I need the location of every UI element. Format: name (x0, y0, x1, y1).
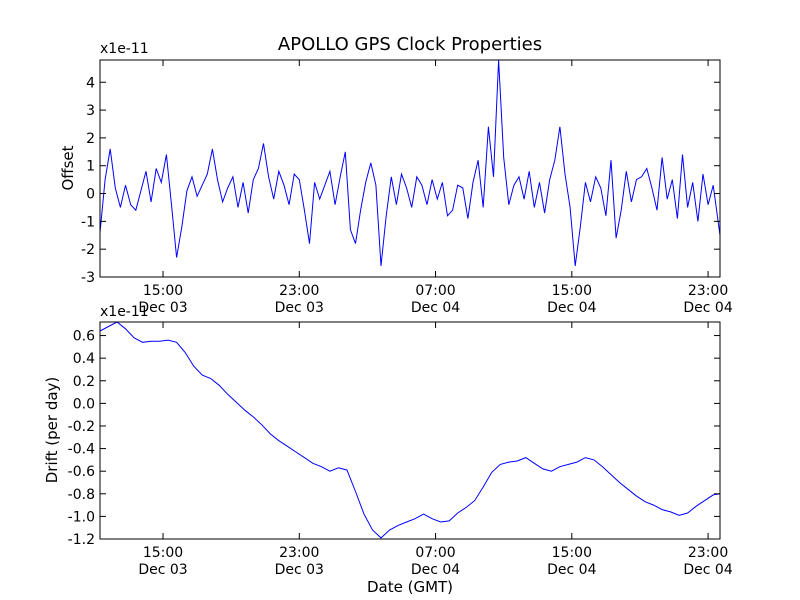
drift-ytick-label: -1.0 (68, 509, 95, 525)
drift-xtick-time-label: 23:00 (279, 545, 319, 561)
offset-xtick-date-label: Dec 03 (275, 300, 324, 316)
drift-panel: -1.2 -1.0 -0.8 -0.6 -0.4 -0.2 0.0 0.2 0.4 0.6 15:… (43, 304, 733, 596)
drift-plot-area (100, 322, 720, 539)
drift-xtick-date-label: Dec 03 (138, 562, 187, 578)
drift-ytick-label: -1.2 (68, 532, 95, 548)
drift-series (99, 321, 721, 539)
offset-xtick-date-label: Dec 03 (138, 300, 187, 316)
offset-y-axis: -3 -2 -1 0 1 2 3 4 (81, 75, 720, 286)
drift-y-axis-label: Drift (per day) (43, 377, 61, 484)
offset-ytick-label: 2 (86, 131, 95, 147)
offset-ytick-label: -1 (81, 214, 95, 230)
offset-ytick-label: 3 (86, 103, 95, 119)
drift-ytick-label: 0.6 (73, 329, 95, 345)
offset-ytick-label: 0 (86, 187, 95, 203)
offset-y-axis-label: Offset (59, 145, 77, 190)
offset-plot-frame (99, 59, 721, 278)
offset-plot-area (100, 60, 720, 277)
offset-xtick-time-label: 15:00 (143, 283, 183, 299)
chart-title: APOLLO GPS Clock Properties (278, 34, 542, 55)
drift-xtick-time-label: 23:00 (688, 545, 728, 561)
drift-xtick-time-label: 15:00 (143, 545, 183, 561)
drift-y-axis: -1.2 -1.0 -0.8 -0.6 -0.4 -0.2 0.0 0.2 0.4 0.6 (68, 329, 720, 548)
offset-xtick-time-label: 23:00 (688, 283, 728, 299)
drift-series-line (99, 321, 721, 539)
drift-plot-frame (99, 321, 721, 540)
drift-ytick-label: 0.4 (73, 351, 95, 367)
drift-xtick-time-label: 15:00 (552, 545, 592, 561)
offset-xtick-time-label: 07:00 (415, 283, 455, 299)
drift-xtick-date-label: Dec 04 (411, 562, 460, 578)
drift-xtick-date-label: Dec 03 (275, 562, 324, 578)
offset-ytick-label: -2 (81, 242, 95, 258)
offset-series-line (99, 59, 721, 266)
drift-ytick-label: -0.2 (68, 419, 95, 435)
offset-xtick-date-label: Dec 04 (411, 300, 460, 316)
offset-xtick-time-label: 15:00 (552, 283, 592, 299)
drift-ytick-label: -0.8 (68, 487, 95, 503)
drift-ytick-label: 0.2 (73, 374, 95, 390)
offset-ytick-label: -3 (81, 270, 95, 286)
drift-xtick-date-label: Dec 04 (683, 562, 732, 578)
offset-exponent-label: x1e-11 (100, 41, 149, 57)
offset-ytick-label: 1 (86, 159, 95, 175)
drift-ytick-label: 0.0 (73, 396, 95, 412)
drift-ytick-label: -0.4 (68, 442, 95, 458)
drift-xtick-time-label: 07:00 (415, 545, 455, 561)
offset-xtick-time-label: 23:00 (279, 283, 319, 299)
offset-xtick-date-label: Dec 04 (683, 300, 732, 316)
offset-series (99, 59, 721, 266)
offset-ytick-label: 4 (86, 75, 95, 91)
drift-x-axis-label: Date (GMT) (367, 578, 453, 596)
drift-ytick-label: -0.6 (68, 464, 95, 480)
offset-xtick-date-label: Dec 04 (547, 300, 596, 316)
drift-xtick-date-label: Dec 04 (547, 562, 596, 578)
drift-exponent-label: x1e-11 (100, 304, 149, 320)
